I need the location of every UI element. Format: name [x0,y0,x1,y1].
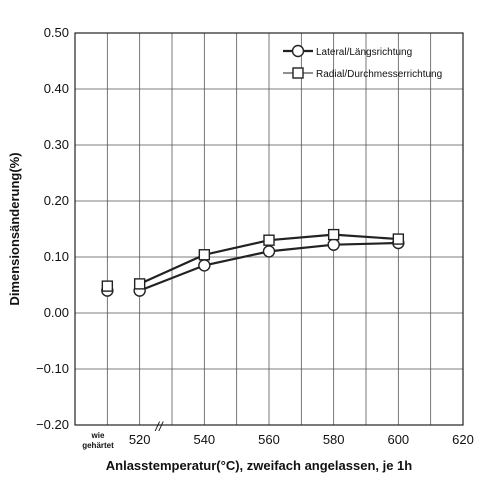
series-square [101,228,405,292]
x-tick-label: 520 [129,432,151,447]
grid-lines [75,32,463,426]
axis-break-mark: // [154,419,164,434]
legend-marker-circle [291,44,305,58]
y-tick-label: 0.20 [44,193,69,208]
series-circle [101,236,405,297]
legend-item: Lateral/Längsrichtung [283,44,412,58]
legend-label: Lateral/Längsrichtung [316,47,412,58]
x-tick-label-as-hardened: gehärtet [82,441,114,450]
data-point-square [101,280,114,292]
y-tick-label: −0.20 [36,417,69,432]
x-tick-label: 620 [452,432,474,447]
data-point-square [392,233,405,245]
data-point-square [327,228,340,241]
data-point-square [198,249,211,261]
x-tick-label: 580 [323,432,345,447]
y-tick-label: 0.50 [44,25,69,40]
legend-marker-square [292,67,304,79]
axis-tick-labels: 0.50 0.40 0.30 0.20 0.10 0.00 −0.10 −0.20 520 540… [36,25,474,450]
y-tick-label: 0.10 [44,249,69,264]
data-point-square [263,234,275,246]
x-axis-title: Anlasstemperatur(°C), zweifach angelasse… [106,458,413,473]
data-point-circle [327,238,340,251]
x-tick-label: 600 [387,432,409,447]
y-tick-label: 0.40 [44,81,69,96]
legend-label: Radial/Durchmesserrichtung [316,69,442,80]
plot-frame [74,32,464,426]
x-tick-label: 540 [193,432,215,447]
y-axis-title: Dimensionsänderung(%) [7,152,22,305]
x-tick-label: 560 [258,432,280,447]
legend-item: Radial/Durchmesserrichtung [283,67,442,80]
y-tick-label: 0.30 [44,137,69,152]
x-tick-label-as-hardened: wie [91,431,105,440]
y-tick-label: 0.00 [44,305,69,320]
series-layer [101,228,405,297]
y-tick-label: −0.10 [36,361,69,376]
legend: Lateral/Längsrichtung Radial/Durchmesserr… [283,44,442,80]
data-point-circle [198,259,211,272]
data-point-circle [262,245,276,258]
data-point-square [133,278,146,290]
